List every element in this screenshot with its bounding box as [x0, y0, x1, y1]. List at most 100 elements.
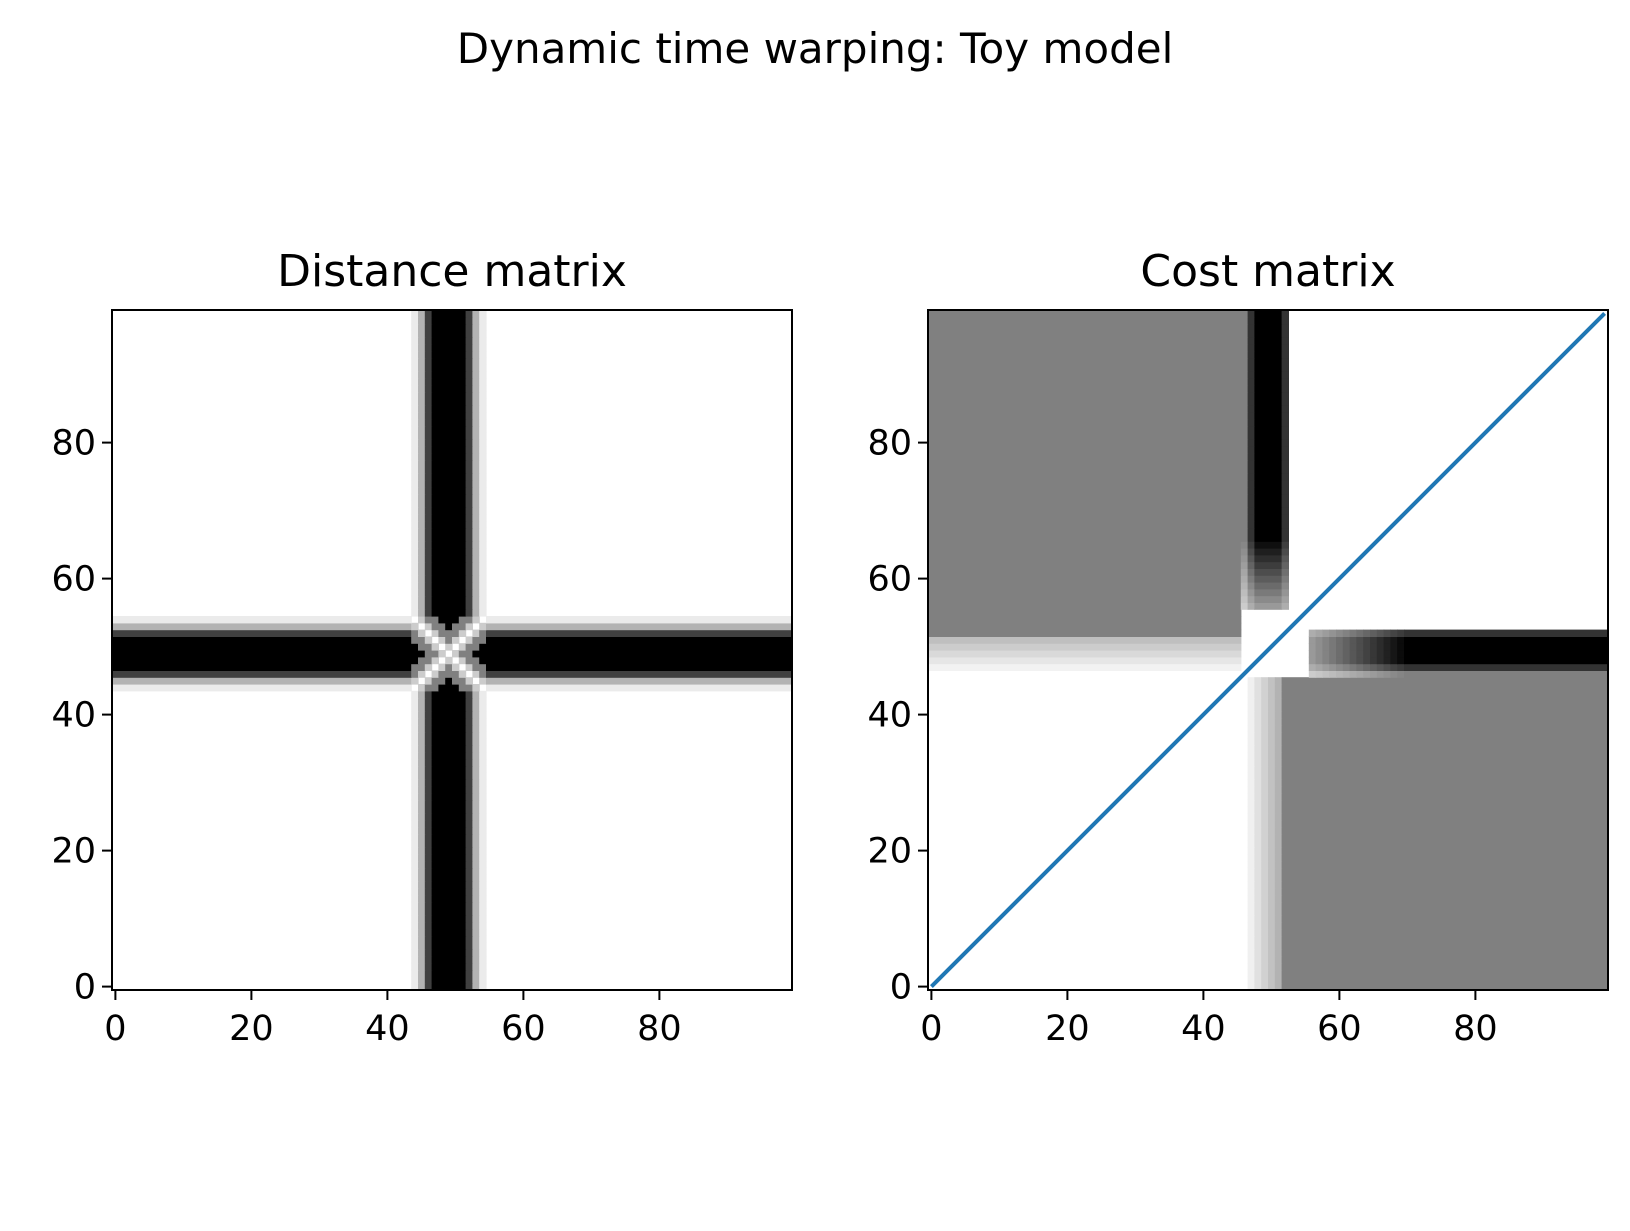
heatmap-cell — [1349, 670, 1357, 678]
heatmap-cell — [1404, 643, 1608, 651]
heatmap-cell — [418, 432, 426, 440]
heatmap-cell — [1383, 629, 1391, 637]
heatmap-cell — [1268, 854, 1276, 862]
heatmap-cell — [418, 928, 426, 937]
heatmap-cell — [465, 500, 473, 508]
heatmap-cell — [1261, 677, 1269, 685]
heatmap-cell — [411, 752, 419, 760]
heatmap-cell — [479, 888, 487, 896]
heatmap-cell — [479, 962, 487, 971]
heatmap-cell — [465, 609, 473, 617]
heatmap-cell — [418, 942, 426, 950]
heatmap-cell — [1254, 935, 1262, 943]
heatmap-cell — [465, 548, 473, 556]
heatmap-cell — [472, 724, 480, 733]
heatmap-cell — [465, 690, 473, 699]
heatmap-cell — [418, 330, 426, 338]
heatmap-cell — [472, 398, 480, 406]
heatmap-cell — [472, 752, 480, 760]
heatmap-cell — [424, 527, 433, 535]
y-tick-label: 80 — [51, 424, 96, 464]
heatmap-cell — [479, 786, 487, 794]
heatmap-cell — [418, 935, 426, 943]
heatmap-cell — [928, 350, 1249, 359]
heatmap-cell — [928, 323, 1249, 331]
heatmap-cell — [411, 854, 419, 862]
heatmap-cell — [1247, 548, 1255, 556]
heatmap-cell — [1315, 663, 1323, 671]
heatmap-cell — [424, 602, 433, 610]
heatmap-cell — [424, 622, 433, 631]
heatmap-cell — [479, 704, 487, 712]
heatmap-cell — [479, 561, 487, 569]
heatmap-cell — [424, 412, 433, 420]
heatmap-cell — [1281, 418, 1289, 427]
heatmap-cell — [438, 670, 460, 678]
heatmap-cell — [418, 976, 426, 984]
heatmap-cell — [1254, 486, 1283, 495]
heatmap-cell — [1247, 908, 1255, 916]
heatmap-cell — [1336, 643, 1344, 651]
heatmap-cell — [424, 826, 433, 835]
heatmap-cell — [465, 391, 473, 399]
heatmap-cell — [424, 704, 433, 712]
heatmap-cell — [1281, 350, 1289, 359]
heatmap-cell — [1376, 650, 1385, 658]
heatmap-cell — [465, 983, 473, 990]
heatmap-cell — [418, 405, 426, 413]
heatmap-cell — [424, 473, 433, 481]
heatmap-cell — [445, 636, 453, 644]
heatmap-cell — [418, 425, 426, 433]
heatmap-cell — [1281, 711, 1608, 719]
heatmap-cell — [1247, 514, 1255, 522]
heatmap-cell — [418, 806, 426, 814]
heatmap-cell — [1247, 350, 1255, 359]
axes-frame — [111, 309, 793, 991]
heatmap-cell — [1356, 643, 1364, 651]
heatmap-cell — [1261, 772, 1269, 780]
heatmap-cell — [1281, 439, 1289, 447]
heatmap-cell — [465, 779, 473, 787]
y-tick-label: 0 — [74, 968, 96, 1008]
heatmap-cell — [1268, 976, 1276, 984]
heatmap-cell — [1281, 765, 1608, 773]
heatmap-cell — [431, 337, 467, 345]
heatmap-cell — [418, 922, 426, 930]
heatmap-cell — [472, 928, 480, 937]
heatmap-cell — [1274, 799, 1283, 807]
heatmap-cell — [479, 949, 487, 957]
heatmap-cell — [479, 507, 487, 515]
heatmap-cell — [424, 962, 433, 971]
heatmap-cell — [411, 724, 419, 733]
heatmap-cell — [472, 860, 480, 869]
heatmap-cell — [418, 466, 426, 474]
x-tick-label: 80 — [1453, 1009, 1498, 1049]
heatmap-cell — [465, 956, 473, 964]
heatmap-cell — [928, 602, 1242, 610]
heatmap-cell — [479, 847, 487, 855]
heatmap-cell — [411, 452, 419, 461]
heatmap-cell — [465, 976, 473, 984]
heatmap-cell — [1254, 418, 1283, 427]
heatmap-cell — [1254, 908, 1262, 916]
heatmap-cell — [431, 391, 467, 399]
heatmap-cell — [431, 677, 446, 685]
heatmap-cell — [1281, 568, 1289, 576]
heatmap-cell — [479, 765, 487, 773]
heatmap-cell — [479, 568, 487, 576]
heatmap-cell — [1247, 928, 1255, 937]
heatmap-cell — [445, 663, 453, 671]
heatmap-cell — [472, 867, 480, 875]
heatmap-cell — [424, 391, 433, 399]
heatmap-cell — [472, 779, 480, 787]
y-tick-label: 40 — [867, 696, 912, 736]
heatmap-cell — [411, 500, 419, 508]
heatmap-cell — [928, 629, 1242, 637]
heatmap-cell — [431, 758, 467, 767]
heatmap-cell — [418, 561, 426, 569]
heatmap-cell — [479, 452, 487, 461]
heatmap-cell — [928, 330, 1249, 338]
heatmap-cell — [1376, 670, 1385, 678]
heatmap-cell — [928, 493, 1249, 501]
heatmap-cell — [465, 840, 473, 848]
